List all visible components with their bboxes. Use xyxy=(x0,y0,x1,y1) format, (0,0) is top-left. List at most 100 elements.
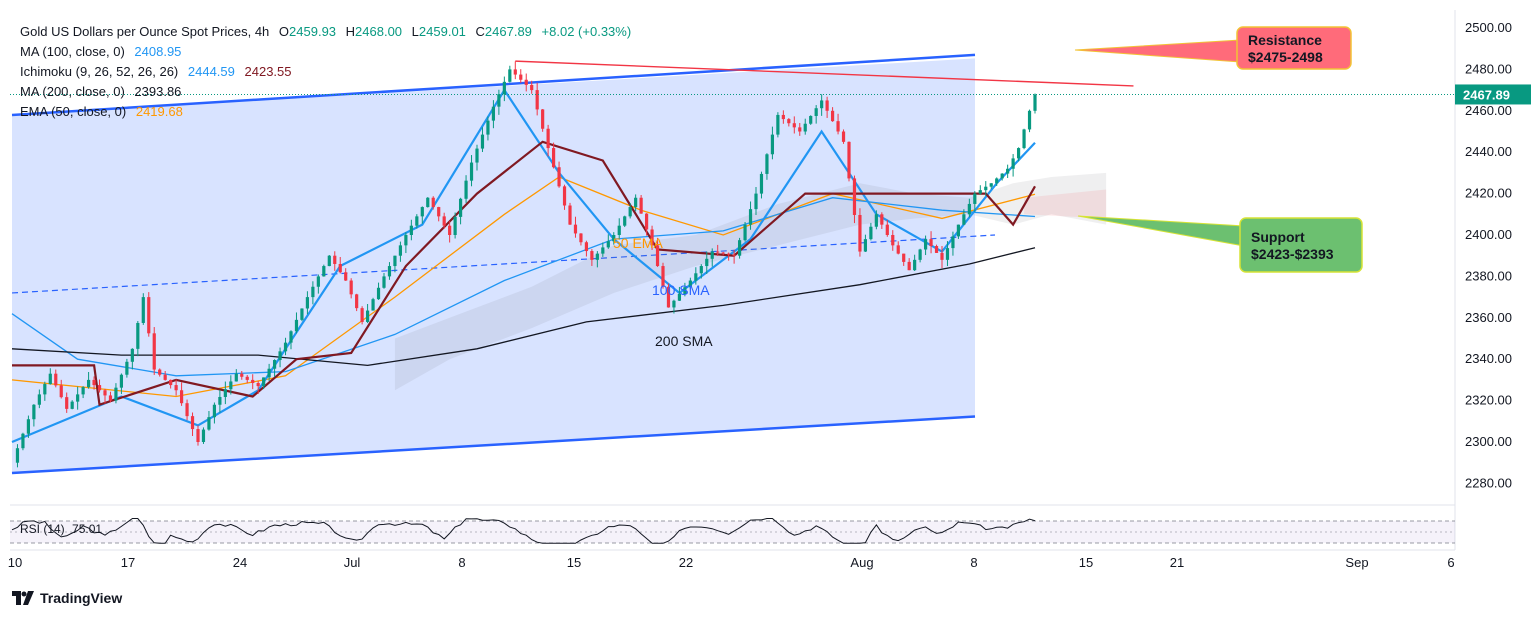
low-value: 2459.01 xyxy=(418,24,466,39)
candle-body xyxy=(92,379,96,386)
candle-body xyxy=(655,245,660,267)
tradingview-logo-icon xyxy=(12,591,34,605)
symbol-title[interactable]: Gold US Dollars per Ounce Spot Prices, 4… xyxy=(20,24,270,39)
candle-body xyxy=(639,197,643,214)
rsi-legend[interactable]: RSI (14) 75.01 xyxy=(20,522,102,536)
candle-body xyxy=(628,207,632,217)
x-tick-label: 21 xyxy=(1170,555,1184,570)
x-tick-label: 6 xyxy=(1447,555,1454,570)
candle-body xyxy=(885,224,889,235)
candle-body xyxy=(458,198,463,217)
line-ma-200 xyxy=(11,247,1036,367)
candle-body xyxy=(1027,110,1032,130)
x-tick-label: 8 xyxy=(458,555,465,570)
support-title: Support xyxy=(1251,229,1305,245)
candle-body xyxy=(1000,173,1004,179)
candle-body xyxy=(584,242,589,252)
candle-body xyxy=(393,255,397,267)
support-box xyxy=(1239,217,1363,273)
candle-body xyxy=(809,115,813,124)
x-tick-label: Aug xyxy=(850,555,873,570)
y-tick-label: 2340.00 xyxy=(1465,351,1512,366)
candle-body xyxy=(97,385,102,391)
candle-body xyxy=(376,287,381,300)
candle-body xyxy=(737,240,742,256)
candle-body xyxy=(43,384,47,395)
candle-body xyxy=(344,272,348,281)
candle-body xyxy=(327,255,331,267)
y-tick-label: 2420.00 xyxy=(1465,186,1512,201)
line-ichimoku-base xyxy=(12,140,1036,407)
high-value: 2468.00 xyxy=(355,24,403,39)
candle-body xyxy=(617,225,621,235)
candle-body xyxy=(765,154,769,174)
candle-body xyxy=(1006,168,1010,174)
candle-body xyxy=(781,114,785,120)
y-tick-label: 2460.00 xyxy=(1465,103,1512,118)
legend-ma100[interactable]: MA (100, close, 0) 2408.95 xyxy=(20,42,631,62)
candle-body xyxy=(945,248,950,260)
candle-body xyxy=(311,286,315,298)
candle-body xyxy=(956,224,961,237)
candle-body xyxy=(437,207,441,217)
resistance-trendline xyxy=(515,60,1134,87)
tradingview-brand[interactable]: TradingView xyxy=(12,590,122,606)
candle-body xyxy=(852,178,857,215)
candle-body xyxy=(294,319,299,332)
y-tick-label: 2400.00 xyxy=(1465,227,1512,242)
legend-ema50[interactable]: EMA (50, close, 0) 2419.68 xyxy=(20,102,631,122)
candle-body xyxy=(940,252,944,260)
candle-body xyxy=(995,178,999,184)
candle-body xyxy=(37,394,41,405)
candle-body xyxy=(967,203,971,215)
close-value: 2467.89 xyxy=(484,24,532,39)
candle-body xyxy=(907,261,911,271)
low-label: L xyxy=(411,24,419,39)
candle-body xyxy=(218,396,222,405)
candle-body xyxy=(573,224,578,234)
candle-body xyxy=(185,403,189,417)
candle-body xyxy=(442,216,446,226)
x-tick-label: 8 xyxy=(970,555,977,570)
candle-body xyxy=(962,214,966,225)
candle-body xyxy=(469,162,474,181)
ma200-value: 2393.86 xyxy=(134,84,182,99)
candle-body xyxy=(716,251,720,253)
x-tick-label: 17 xyxy=(121,555,135,570)
candle-body xyxy=(76,394,80,402)
y-tick-label: 2500.00 xyxy=(1465,20,1512,35)
candle-body xyxy=(590,251,594,260)
resistance-box xyxy=(1236,26,1352,70)
candle-body xyxy=(541,109,545,129)
candle-body xyxy=(973,193,977,204)
candle-body xyxy=(349,280,353,295)
candle-body xyxy=(502,81,506,95)
candle-body xyxy=(721,252,725,254)
candle-body xyxy=(759,173,764,194)
candle-body xyxy=(272,360,277,369)
legend-ma200[interactable]: MA (200, close, 0) 2393.86 xyxy=(20,82,631,102)
candle-body xyxy=(289,331,293,343)
candle-body xyxy=(420,207,424,217)
candle-body xyxy=(672,300,676,308)
candle-body xyxy=(190,416,195,430)
channel-midline xyxy=(11,234,996,294)
candle-body xyxy=(251,379,255,384)
candle-body xyxy=(612,235,616,242)
candle-body xyxy=(1016,148,1021,159)
candle-body xyxy=(212,404,217,418)
candle-body xyxy=(896,245,900,254)
candle-body xyxy=(267,368,271,378)
candle-body xyxy=(196,429,200,442)
candle-body xyxy=(333,255,337,264)
candle-body xyxy=(535,90,539,110)
legend-ichimoku[interactable]: Ichimoku (9, 26, 52, 26, 26) 2444.59 242… xyxy=(20,62,631,82)
candle-body xyxy=(283,342,288,352)
candle-body xyxy=(792,123,796,128)
candle-body xyxy=(836,121,840,132)
candle-body xyxy=(147,297,151,334)
candle-body xyxy=(913,259,917,271)
candle-body xyxy=(169,379,173,386)
brand-name: TradingView xyxy=(40,590,123,606)
